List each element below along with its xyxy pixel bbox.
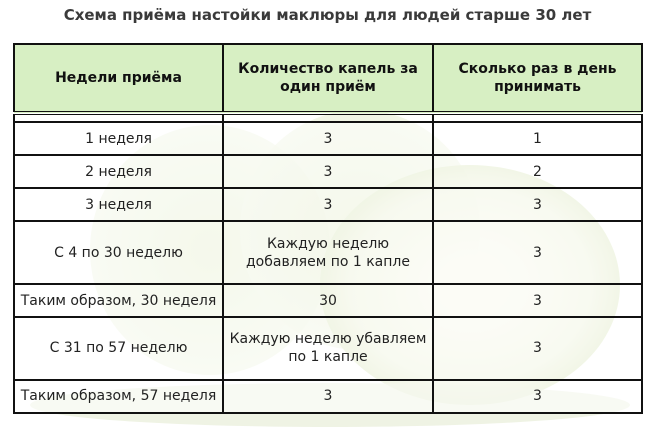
header-drops: Количество капель за один приём	[222, 43, 434, 115]
header-gap	[13, 112, 643, 123]
drops-cell: Каждую неделю добавляем по 1 капле	[222, 220, 434, 286]
times-cell: 3	[432, 283, 643, 319]
header-times: Сколько раз в день принимать	[432, 43, 643, 115]
times-cell: 3	[432, 378, 643, 415]
weeks-cell: С 31 по 57 неделю	[13, 316, 224, 381]
table-header-row: Недели приёма Количество капель за один …	[13, 43, 643, 115]
table-row: 3 неделя 3 3	[13, 187, 643, 223]
table-row: 1 неделя 3 1	[13, 120, 643, 157]
table-row: Таким образом, 57 неделя 3 3	[13, 378, 643, 415]
times-cell: 3	[432, 316, 643, 381]
times-cell: 3	[432, 220, 643, 286]
table-row: С 31 по 57 неделю Каждую неделю убавляем…	[13, 316, 643, 381]
times-cell: 2	[432, 154, 643, 190]
weeks-cell: Таким образом, 30 неделя	[13, 283, 224, 319]
table-row: С 4 по 30 неделю Каждую неделю добавляем…	[13, 220, 643, 286]
drops-cell: Каждую неделю убавляем по 1 капле	[222, 316, 434, 381]
weeks-cell: 2 неделя	[13, 154, 224, 190]
times-cell: 3	[432, 187, 643, 223]
weeks-cell: 1 неделя	[13, 120, 224, 157]
drops-cell: 3	[222, 378, 434, 415]
table-row: Таким образом, 30 неделя 30 3	[13, 283, 643, 319]
weeks-cell: С 4 по 30 неделю	[13, 220, 224, 286]
dosage-schedule-table: Недели приёма Количество капель за один …	[13, 43, 643, 415]
drops-cell: 3	[222, 120, 434, 157]
drops-cell: 3	[222, 154, 434, 190]
weeks-cell: Таким образом, 57 неделя	[13, 378, 224, 415]
weeks-cell: 3 неделя	[13, 187, 224, 223]
page-title: Схема приёма настойки маклюры для людей …	[63, 6, 592, 24]
drops-cell: 3	[222, 187, 434, 223]
table-row: 2 неделя 3 2	[13, 154, 643, 190]
header-weeks: Недели приёма	[13, 43, 224, 115]
drops-cell: 30	[222, 283, 434, 319]
times-cell: 1	[432, 120, 643, 157]
